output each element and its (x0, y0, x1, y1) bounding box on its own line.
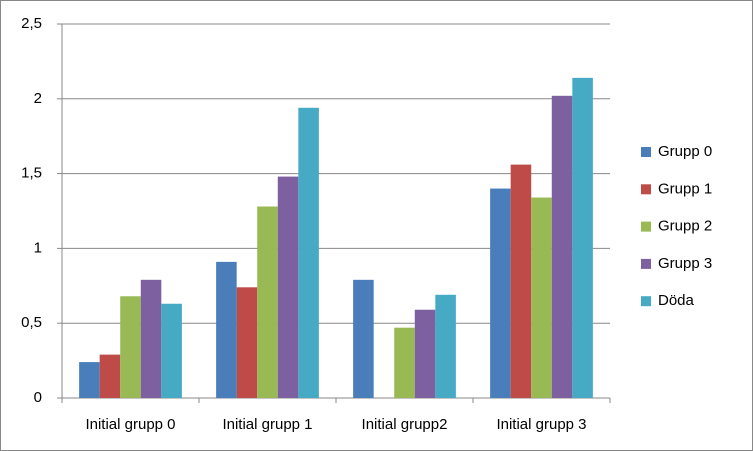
bar (277, 176, 299, 398)
bar (216, 261, 237, 398)
legend-swatch (641, 147, 651, 157)
bar (572, 77, 593, 398)
x-tick-label: Initial grupp 0 (85, 416, 175, 433)
bar (257, 206, 278, 398)
bar (161, 303, 182, 398)
legend-label: Grupp 1 (658, 180, 712, 197)
bar (510, 164, 532, 398)
bar (551, 95, 573, 399)
y-tick-label: 1,5 (21, 165, 42, 182)
bar (236, 287, 258, 398)
bar (99, 354, 121, 398)
legend-swatch (641, 258, 651, 269)
legend-swatch (641, 184, 651, 195)
bar (140, 279, 162, 398)
legend-label: Grupp 2 (658, 218, 712, 235)
bar (435, 294, 456, 398)
y-tick-label: 2 (34, 90, 42, 107)
y-tick-label: 0 (34, 389, 42, 406)
bar (531, 197, 552, 398)
x-tick-label: Initial grupp 1 (222, 416, 312, 433)
y-tick-label: 1 (34, 239, 42, 256)
y-tick-label: 0,5 (21, 314, 42, 331)
x-tick-label: Initial grupp2 (362, 416, 448, 433)
legend-label: Grupp 3 (658, 255, 712, 272)
bar (353, 279, 374, 398)
bar (490, 188, 511, 398)
legend-swatch (641, 296, 651, 307)
y-tick-label: 2,5 (21, 15, 42, 32)
bar (298, 107, 319, 398)
x-tick-label: Initial grupp 3 (496, 416, 586, 433)
legend-swatch (641, 221, 651, 232)
legend-label: Döda (658, 292, 695, 309)
bar (414, 309, 436, 398)
bar (120, 296, 141, 398)
bar (79, 362, 100, 398)
legend-label: Grupp 0 (658, 143, 712, 160)
bar (394, 327, 415, 398)
